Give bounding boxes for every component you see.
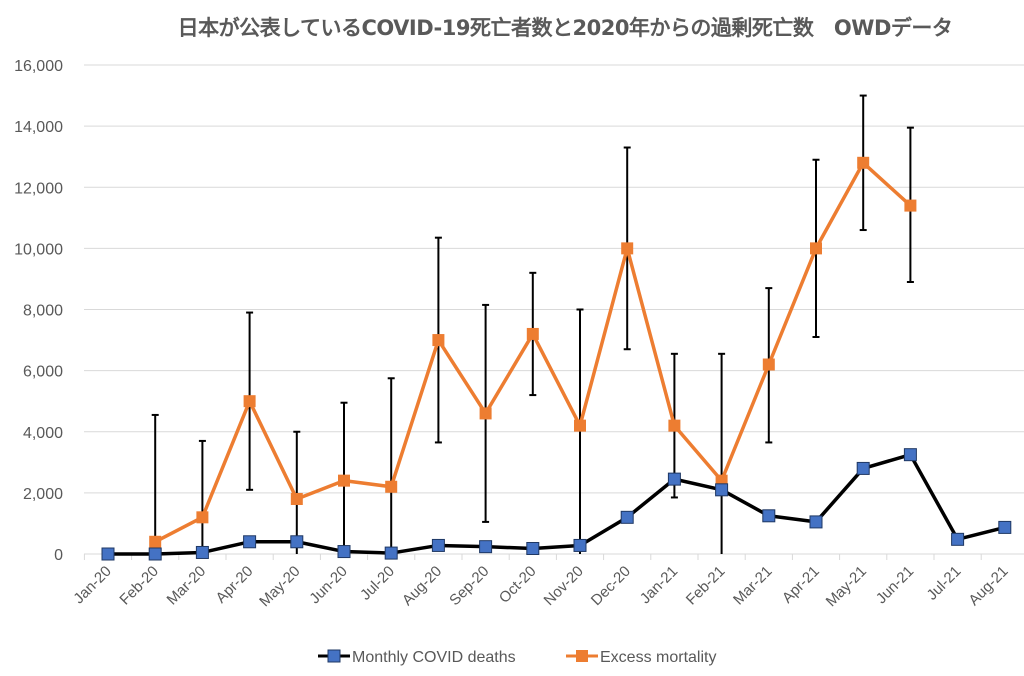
x-tick-label: Feb-21 (683, 563, 729, 609)
excess-mortality-marker (621, 242, 634, 255)
y-tick-label: 6,000 (23, 364, 63, 381)
legend: Monthly COVID deaths Excess mortality (318, 649, 716, 666)
covid-deaths-marker (998, 520, 1012, 534)
excess-mortality-marker (385, 480, 398, 493)
x-tick-label: Jan-20 (70, 563, 114, 607)
y-tick-label: 2,000 (23, 486, 63, 503)
covid-deaths-marker (573, 538, 587, 552)
covid-deaths-marker (337, 545, 351, 559)
covid-deaths-marker (195, 545, 209, 559)
y-tick-label: 14,000 (14, 119, 63, 136)
x-tick-label: Mar-20 (164, 563, 210, 609)
x-tick-label: Jul-21 (924, 563, 965, 604)
x-tick-label: Aug-20 (399, 563, 445, 609)
x-tick-label: Apr-21 (779, 563, 823, 607)
excess-mortality-marker (810, 242, 822, 255)
x-tick-label: Mar-21 (730, 563, 776, 609)
series-lines (108, 161, 1006, 556)
covid-deaths-marker (667, 472, 681, 486)
series-markers (101, 156, 1012, 561)
covid-deaths-marker (479, 540, 493, 554)
covid-deaths-marker (951, 532, 965, 546)
covid-deaths-marker (762, 509, 776, 523)
excess-mortality-marker (904, 199, 917, 212)
x-tick-label: Nov-20 (541, 563, 587, 609)
excess-mortality-marker (668, 419, 681, 432)
y-axis: 0 2,000 4,000 6,000 8,000 10,000 12,000 14,000 1… (14, 58, 63, 564)
excess-mortality-marker (196, 511, 209, 524)
x-tick-label: Apr-20 (213, 563, 257, 607)
excess-mortality-marker (857, 156, 870, 169)
x-tick-label: Jul-20 (357, 563, 398, 604)
y-tick-label: 10,000 (14, 241, 63, 258)
x-tick-label: Jun-21 (873, 563, 917, 607)
legend-label-excess-mortality: Excess mortality (600, 649, 716, 666)
covid-deaths-marker (384, 546, 398, 560)
x-tick-label: Sep-20 (446, 563, 492, 609)
covid-deaths-marker (290, 535, 304, 549)
excess-mortality-marker (243, 395, 256, 408)
legend-label-covid-deaths: Monthly COVID deaths (352, 649, 516, 666)
excess-mortality-marker (290, 492, 303, 505)
excess-mortality-marker (526, 327, 539, 340)
x-tick-label: Jan-21 (637, 563, 681, 607)
excess-mortality-marker (338, 474, 350, 487)
x-tick-label: Jun-20 (306, 563, 350, 607)
x-axis: Jan-20 Feb-20 Mar-20 Apr-20 May-20 Jun-20 Jul-… (70, 554, 1012, 610)
covid-deaths-marker (243, 535, 257, 549)
covid-deaths-marker (431, 538, 445, 552)
x-tick-label: May-20 (256, 563, 303, 610)
excess-mortality-marker (574, 419, 586, 432)
y-tick-label: 16,000 (14, 58, 63, 75)
covid-deaths-marker (148, 547, 162, 561)
error-bars (151, 94, 914, 554)
covid-deaths-marker (526, 541, 540, 555)
legend-marker-covid-deaths (327, 649, 341, 663)
excess-mortality-marker (149, 535, 162, 548)
covid-deaths-marker (903, 448, 917, 462)
legend-marker-excess-mortality (576, 650, 588, 662)
x-tick-label: Dec-20 (588, 563, 634, 609)
legend-item-excess-mortality: Excess mortality (566, 649, 716, 666)
legend-item-covid-deaths: Monthly COVID deaths (318, 649, 516, 666)
y-tick-label: 8,000 (23, 303, 63, 320)
excess-mortality-marker (432, 334, 445, 347)
y-tick-label: 0 (54, 547, 63, 564)
x-tick-label: Oct-20 (496, 563, 540, 607)
covid-deaths-marker (620, 510, 634, 524)
excess-mortality-marker (479, 407, 492, 420)
covid-deaths-marker (715, 483, 729, 497)
x-tick-label: Aug-21 (965, 563, 1011, 609)
excess-mortality-marker (762, 358, 775, 371)
y-tick-label: 12,000 (14, 180, 63, 197)
covid-deaths-line (108, 452, 1006, 556)
y-tick-label: 4,000 (23, 425, 63, 442)
covid-deaths-marker (101, 547, 115, 561)
gridlines (84, 64, 1024, 555)
x-tick-label: Feb-20 (116, 563, 162, 609)
x-tick-label: May-21 (823, 563, 870, 610)
covid-deaths-marker (856, 461, 870, 475)
chart-title: 日本が公表しているCOVID-19死亡者数と2020年からの過剰死亡数 OWDデ… (177, 16, 953, 40)
covid-deaths-marker (809, 515, 823, 529)
